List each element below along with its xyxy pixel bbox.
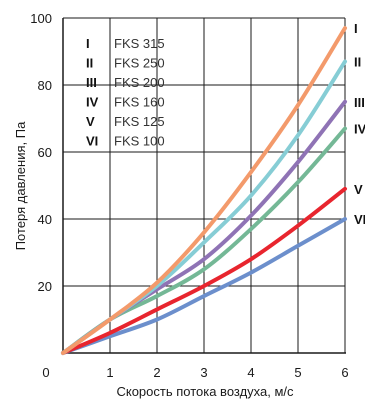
x-tick-label-3: 3	[200, 365, 207, 380]
legend-label-iv: FKS 160	[114, 95, 165, 110]
end-label-iv: IV	[354, 122, 365, 137]
y-tick-label-20: 20	[38, 279, 52, 294]
end-label-ii: II	[354, 55, 361, 70]
end-label-v: V	[354, 182, 363, 197]
legend-label-ii: FKS 250	[114, 56, 165, 71]
tick-labels: 0 1 2 3 4 5 6 20 40 60 80 100	[30, 11, 348, 380]
end-label-i: I	[354, 21, 358, 36]
y-tick-label-40: 40	[38, 212, 52, 227]
legend-roman-vi: VI	[86, 134, 98, 149]
x-tick-label-4: 4	[247, 365, 254, 380]
end-label-vi: VI	[354, 212, 365, 227]
legend-roman-iv: IV	[86, 95, 99, 110]
y-tick-label-80: 80	[38, 78, 52, 93]
end-label-iii: III	[354, 95, 365, 110]
legend-roman-v: V	[86, 114, 95, 129]
x-tick-label-2: 2	[153, 365, 160, 380]
y-tick-label-100: 100	[30, 11, 52, 26]
y-axis-title: Потеря давления, Па	[13, 121, 28, 250]
x-tick-label-1: 1	[106, 365, 113, 380]
legend-roman-iii: III	[86, 75, 97, 90]
legend-label-iii: FKS 200	[114, 75, 165, 90]
y-tick-label-60: 60	[38, 145, 52, 160]
legend-roman-ii: II	[86, 56, 93, 71]
x-axis-title: Скорость потока воздуха, м/с	[116, 384, 294, 399]
series-line-v	[61, 186, 347, 355]
x-tick-label-6: 6	[341, 365, 348, 380]
grid-lines	[63, 17, 346, 353]
x-tick-label-0: 0	[42, 365, 49, 380]
legend-roman-i: I	[86, 36, 90, 51]
axes	[62, 18, 346, 354]
series-line-i	[61, 26, 347, 355]
series-lines	[61, 26, 347, 355]
legend-label-v: FKS 125	[114, 114, 165, 129]
legend: I FKS 315 II FKS 250 III FKS 200 IV FKS 160 V FKS…	[86, 36, 165, 149]
legend-label-i: FKS 315	[114, 36, 165, 51]
x-tick-label-5: 5	[294, 365, 301, 380]
series-line-vi	[61, 217, 347, 355]
legend-label-vi: FKS 100	[114, 134, 165, 149]
